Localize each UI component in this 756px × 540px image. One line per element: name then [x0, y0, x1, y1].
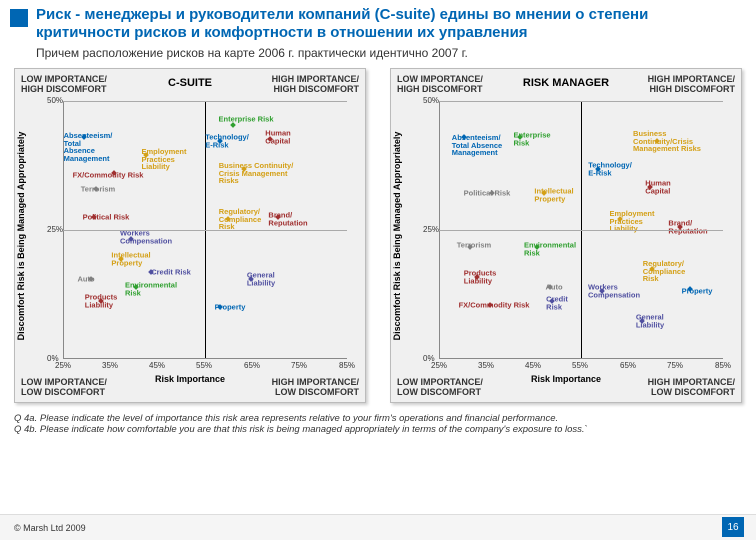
- data-point-label: Political Risk: [464, 189, 511, 197]
- x-tick: 45%: [149, 361, 165, 370]
- data-point-label: Regulatory/ComplianceRisk: [643, 260, 686, 283]
- quad-label-br: HIGH IMPORTANCE/LOW DISCOMFORT: [272, 378, 359, 398]
- data-point-label: Political Risk: [83, 213, 130, 221]
- chart-title: RISK MANAGER: [523, 77, 609, 89]
- y-tick: 25%: [47, 225, 63, 234]
- x-tick: 25%: [55, 361, 71, 370]
- data-point-label: Enterprise Risk: [218, 115, 273, 123]
- y-tick: 50%: [423, 96, 439, 105]
- chart-risk-manager: LOW IMPORTANCE/HIGH DISCOMFORT HIGH IMPOR…: [390, 68, 742, 403]
- x-tick: 35%: [478, 361, 494, 370]
- data-point-label: EnvironmentalRisk: [524, 242, 576, 257]
- data-point-label: Business Continuity/Crisis ManagementRis…: [219, 162, 294, 185]
- data-point-label: Property: [682, 287, 713, 295]
- x-tick: 75%: [667, 361, 683, 370]
- x-tick: 55%: [196, 361, 212, 370]
- quad-label-br: HIGH IMPORTANCE/LOW DISCOMFORT: [648, 378, 735, 398]
- charts-row: LOW IMPORTANCE/HIGH DISCOMFORT HIGH IMPOR…: [0, 68, 756, 403]
- data-point-label: GeneralLiability: [636, 314, 664, 329]
- data-point-label: EnterpriseRisk: [513, 132, 550, 147]
- data-point-label: Terrorism: [457, 241, 491, 249]
- x-axis-label: Risk Importance: [531, 374, 601, 384]
- x-tick: 25%: [431, 361, 447, 370]
- data-point-label: CreditRisk: [546, 296, 568, 311]
- data-point-label: Brand/Reputation: [268, 212, 307, 227]
- data-point-label: IntellectualProperty: [534, 188, 573, 203]
- data-point-label: IntellectualProperty: [111, 252, 150, 267]
- x-tick: 65%: [620, 361, 636, 370]
- x-tick: 85%: [715, 361, 731, 370]
- data-point-label: Property: [215, 303, 246, 311]
- data-point-label: EmploymentPracticesLiability: [609, 210, 654, 233]
- copyright: © Marsh Ltd 2009: [14, 523, 86, 533]
- data-point-label: ProductsLiability: [464, 270, 497, 285]
- data-point-label: HumanCapital: [265, 130, 290, 145]
- data-point-label: Credit Risk: [151, 268, 191, 276]
- x-tick: 35%: [102, 361, 118, 370]
- header: Риск - менеджеры и руководители компаний…: [0, 0, 756, 44]
- y-tick: 25%: [423, 225, 439, 234]
- quad-label-tr: HIGH IMPORTANCE/HIGH DISCOMFORT: [272, 75, 359, 95]
- x-tick: 65%: [244, 361, 260, 370]
- data-point-label: Regulatory/ComplianceRisk: [219, 208, 262, 231]
- data-point-label: Technology/E-Risk: [588, 162, 632, 177]
- page-number: 16: [722, 517, 744, 537]
- data-point-label: FX/Commodity Risk: [459, 301, 530, 309]
- data-point-label: Absenteeism/Total AbsenceManagement: [452, 134, 502, 157]
- title-bullet: [10, 9, 28, 27]
- page-title: Риск - менеджеры и руководители компаний…: [36, 6, 746, 42]
- footnotes: Q 4a. Please indicate the level of impor…: [0, 403, 756, 439]
- quad-label-tl: LOW IMPORTANCE/HIGH DISCOMFORT: [21, 75, 107, 95]
- x-tick: 75%: [291, 361, 307, 370]
- quad-label-bl: LOW IMPORTANCE/LOW DISCOMFORT: [21, 378, 107, 398]
- data-point-label: Auto: [545, 283, 562, 291]
- data-point-label: WorkersCompensation: [120, 230, 172, 245]
- subtitle: Причем расположение рисков на карте 2006…: [0, 44, 756, 68]
- quad-label-bl: LOW IMPORTANCE/LOW DISCOMFORT: [397, 378, 483, 398]
- x-tick: 45%: [525, 361, 541, 370]
- data-point-label: Brand/Reputation: [668, 220, 707, 235]
- data-point-label: WorkersCompensation: [588, 284, 640, 299]
- x-tick: 55%: [572, 361, 588, 370]
- y-tick: 50%: [47, 96, 63, 105]
- data-point-label: Absenteeism/TotalAbsenceManagement: [64, 132, 113, 162]
- data-point-label: BusinessContinuity/CrisisManagement Risk…: [633, 130, 701, 153]
- chart-csuite: LOW IMPORTANCE/HIGH DISCOMFORT HIGH IMPOR…: [14, 68, 366, 403]
- quad-label-tr: HIGH IMPORTANCE/HIGH DISCOMFORT: [648, 75, 735, 95]
- footer: © Marsh Ltd 2009: [0, 514, 756, 540]
- data-point-label: Terrorism: [81, 185, 115, 193]
- data-point-label: Technology/E-Risk: [205, 134, 249, 149]
- data-point-label: HumanCapital: [645, 180, 670, 195]
- footnote-b: Q 4b. Please indicate how comfortable yo…: [14, 424, 742, 435]
- x-axis-label: Risk Importance: [155, 374, 225, 384]
- data-point-label: Auto: [77, 275, 94, 283]
- data-point-label: EnvironmentalRisk: [125, 282, 177, 297]
- data-point-label: ProductsLiability: [85, 294, 118, 309]
- chart-title: C-SUITE: [168, 77, 212, 89]
- data-point-label: GeneralLiability: [247, 272, 275, 287]
- data-point-label: EmploymentPracticesLiability: [141, 148, 186, 171]
- x-tick: 85%: [339, 361, 355, 370]
- data-point-label: FX/Commodity Risk: [73, 171, 144, 179]
- footnote-a: Q 4a. Please indicate the level of impor…: [14, 413, 742, 424]
- quad-label-tl: LOW IMPORTANCE/HIGH DISCOMFORT: [397, 75, 483, 95]
